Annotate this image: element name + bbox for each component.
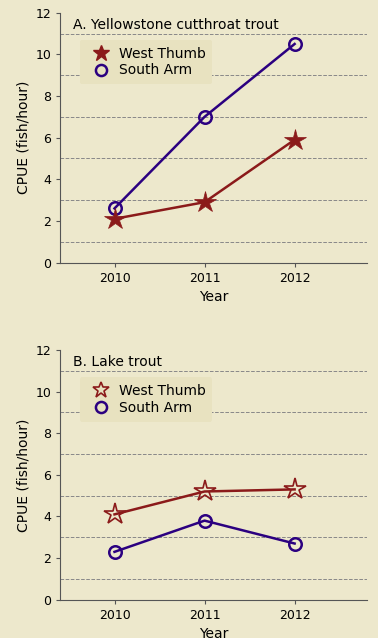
- X-axis label: Year: Year: [199, 290, 228, 304]
- Legend: West Thumb, South Arm: West Thumb, South Arm: [80, 40, 212, 84]
- Text: B. Lake trout: B. Lake trout: [73, 355, 162, 369]
- Legend: West Thumb, South Arm: West Thumb, South Arm: [80, 377, 212, 422]
- Text: A. Yellowstone cutthroat trout: A. Yellowstone cutthroat trout: [73, 18, 279, 32]
- Y-axis label: CPUE (fish/hour): CPUE (fish/hour): [16, 418, 30, 531]
- Y-axis label: CPUE (fish/hour): CPUE (fish/hour): [16, 81, 30, 195]
- X-axis label: Year: Year: [199, 627, 228, 638]
